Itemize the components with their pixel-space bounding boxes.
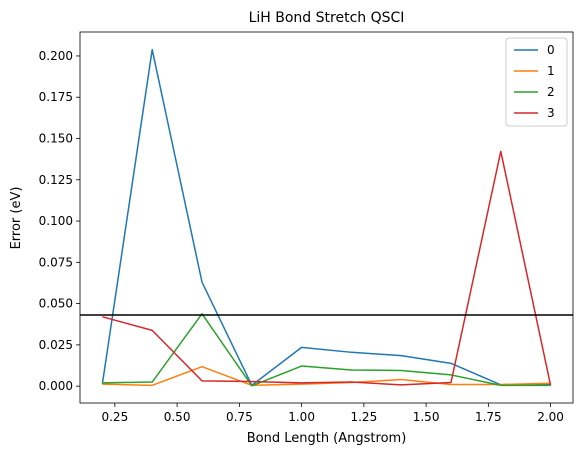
y-tick-label: 0.025	[39, 338, 73, 352]
y-axis-label: Error (eV)	[9, 187, 24, 250]
x-tick-label: 1.00	[288, 410, 315, 424]
x-tick-label: 2.00	[537, 410, 564, 424]
series-line-1	[102, 365, 551, 387]
chart-title: LiH Bond Stretch QSCI	[249, 10, 405, 26]
plot-area: 0.25 0.50 0.75 1.00 1.25 1.50 1.75 2.00 0.000 0.0…	[39, 31, 574, 424]
x-tick-label: 1.75	[475, 410, 502, 424]
x-tick-label: 1.50	[413, 410, 440, 424]
y-tick-label: 0.175	[39, 90, 73, 104]
x-tick-label: 0.25	[101, 410, 128, 424]
x-tick-label: 1.25	[350, 410, 377, 424]
legend-label-3: 3	[547, 106, 555, 120]
legend-label-2: 2	[547, 85, 555, 99]
y-tick-label: 0.050	[39, 297, 73, 311]
x-tick-label: 0.75	[226, 410, 253, 424]
y-tick-label: 0.000	[39, 379, 73, 393]
legend-box	[505, 37, 568, 127]
x-axis-label: Bond Length (Angstrom)	[247, 431, 407, 446]
series-line-2	[102, 313, 551, 387]
legend-label-0: 0	[547, 43, 555, 57]
y-tick-label: 0.125	[39, 173, 73, 187]
y-tick-label: 0.075	[39, 255, 73, 269]
series-line-0	[101, 48, 551, 387]
y-tick-label: 0.150	[39, 131, 73, 145]
series-line-3	[102, 150, 552, 386]
legend-label-1: 1	[547, 64, 555, 78]
y-tick-label: 0.200	[39, 49, 73, 63]
x-tick-label: 0.50	[164, 410, 191, 424]
y-tick-label: 0.100	[39, 214, 73, 228]
axes-frame	[79, 31, 574, 404]
